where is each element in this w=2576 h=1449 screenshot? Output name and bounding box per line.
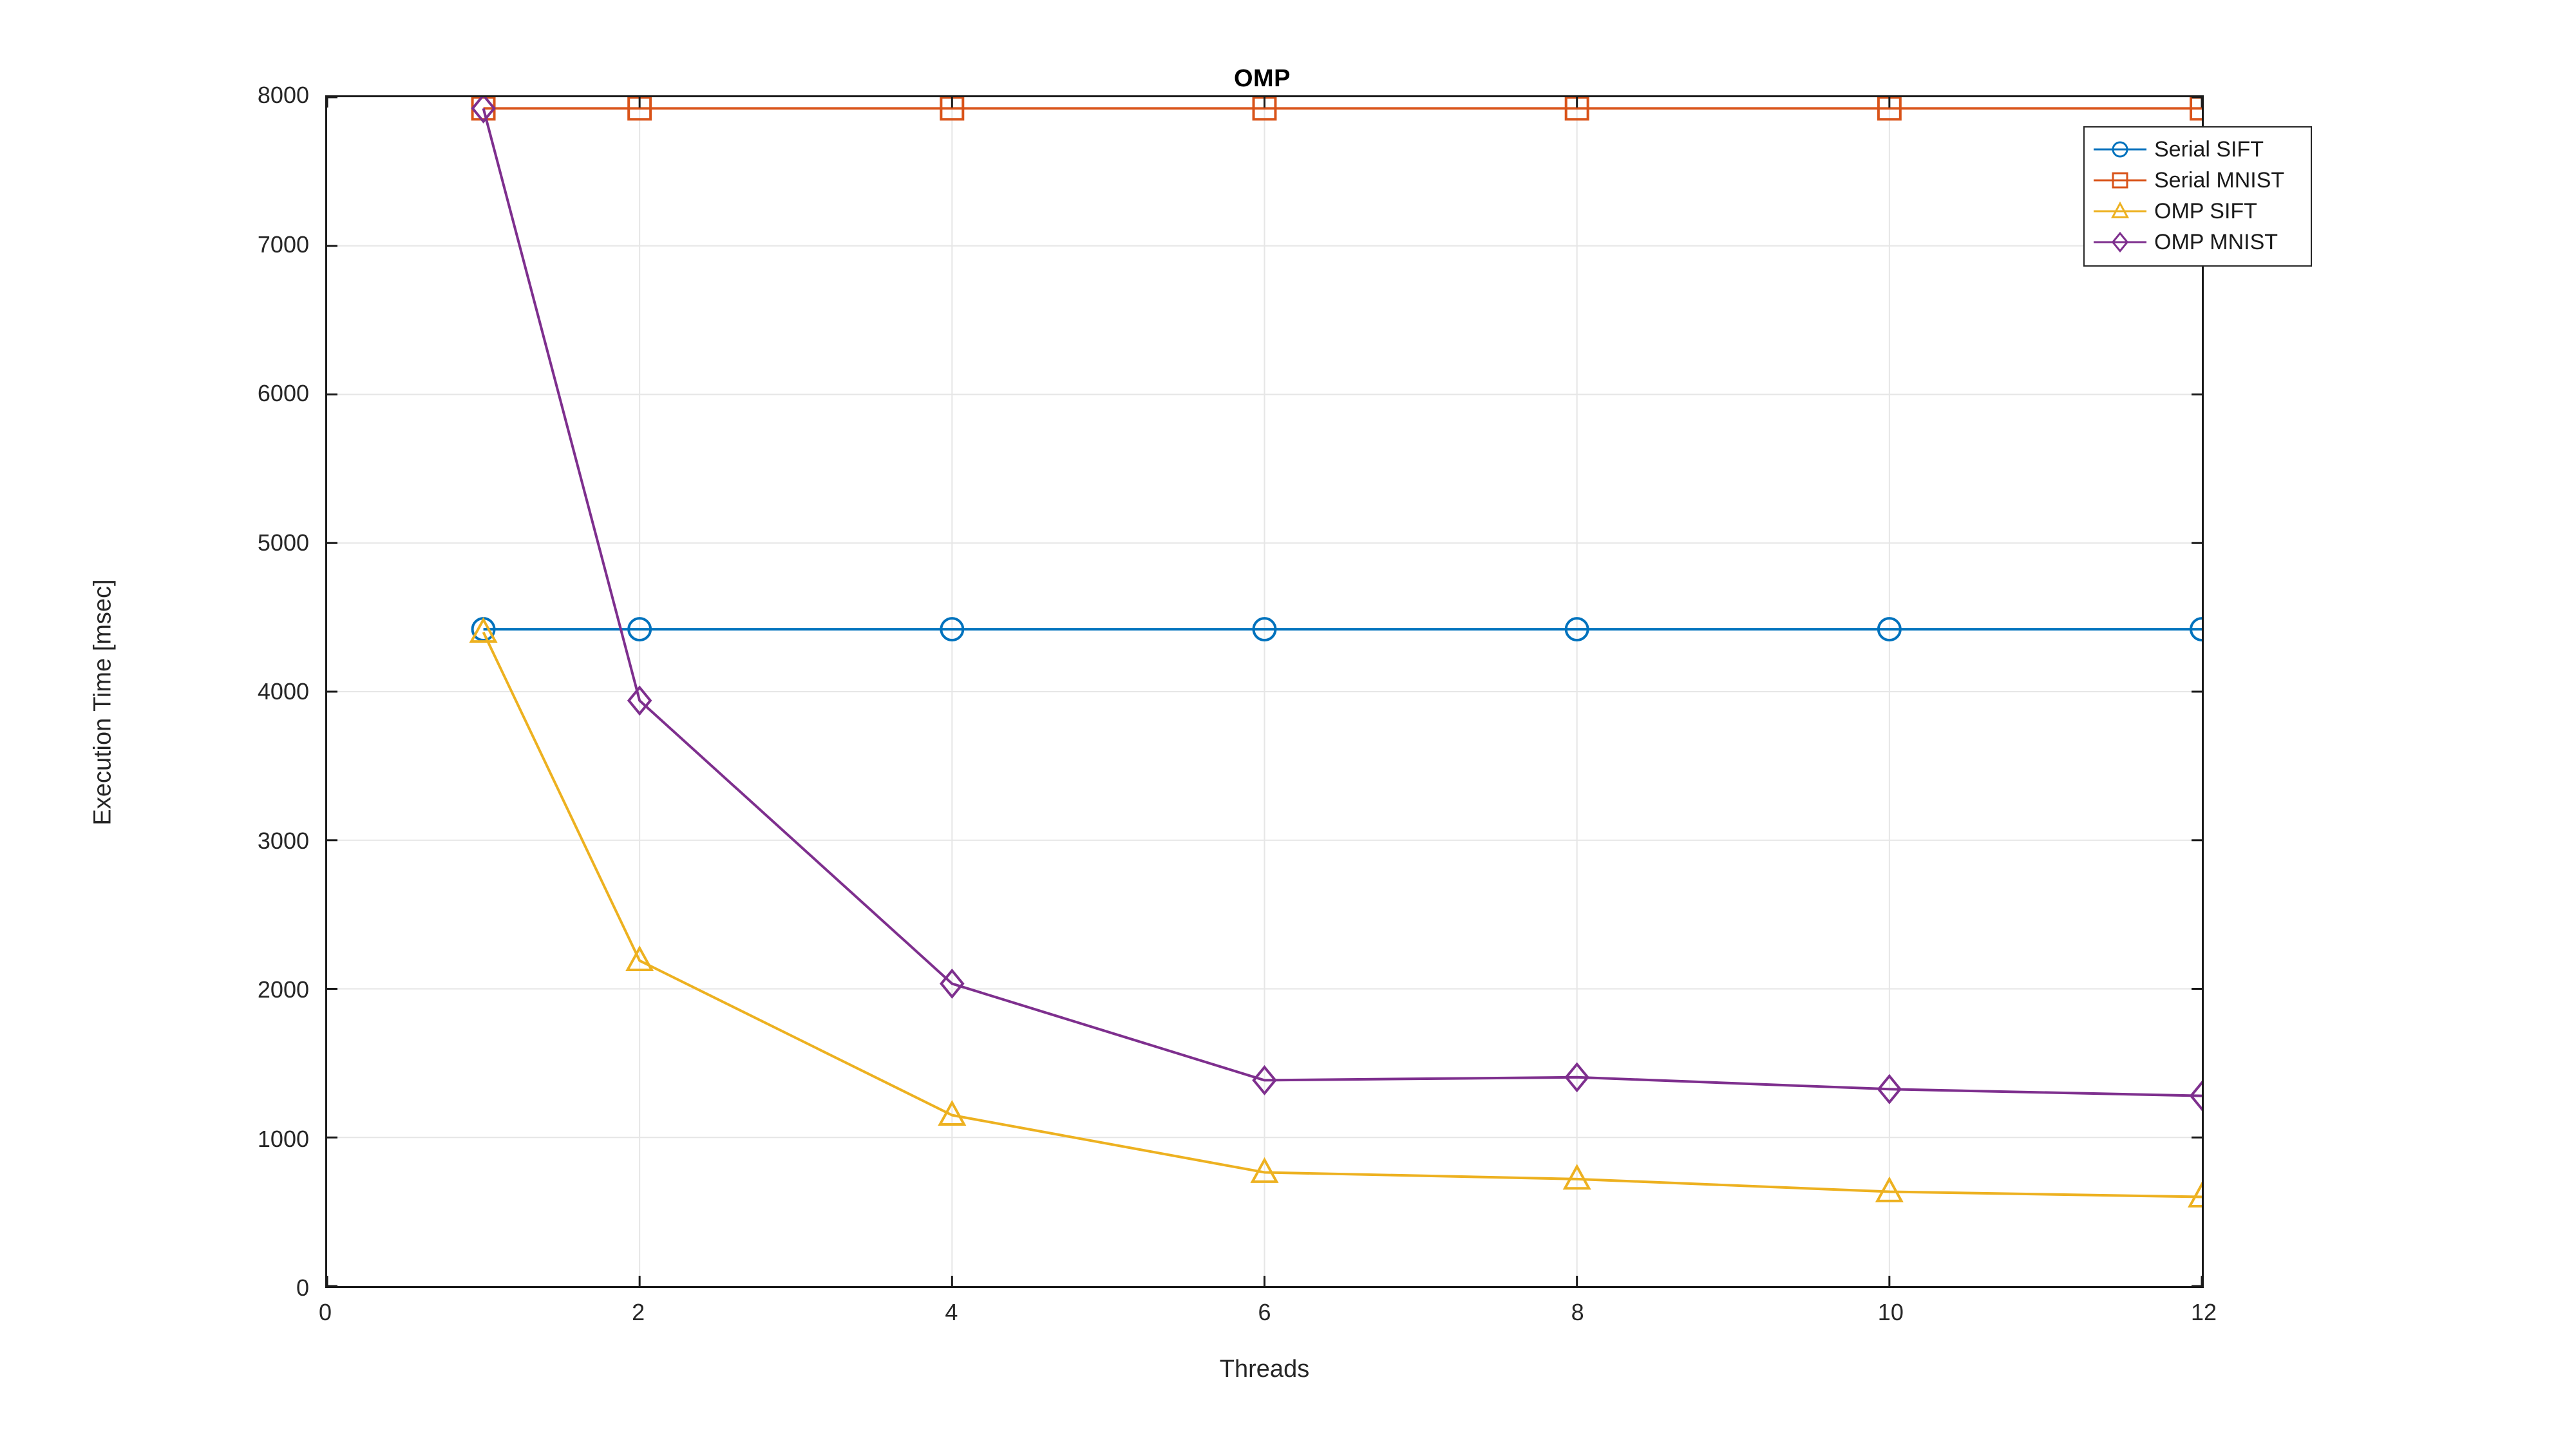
marker-diamond [471,97,496,124]
marker-square [2112,172,2128,189]
plot-area [325,95,2204,1288]
marker-diamond [1564,1062,1589,1093]
marker-circle [1564,617,1589,642]
legend-entry[interactable]: Serial MNIST [2085,165,2311,196]
legend-label: Serial SIFT [2154,137,2264,162]
legend-label: OMP MNIST [2154,230,2278,254]
marker-triangle [2187,1181,2202,1208]
marker-circle [2112,141,2128,158]
marker-diamond [2189,1081,2202,1112]
marker-diamond [1252,1065,1277,1095]
marker-triangle [1250,1157,1279,1183]
y-tick-label: 5000 [257,529,309,556]
y-tick-label: 6000 [257,380,309,406]
x-tick-label: 4 [945,1299,958,1325]
marker-circle [940,617,965,642]
chart-title: OMP [1233,65,1291,92]
marker-circle [627,617,652,642]
legend-label: Serial MNIST [2154,168,2285,193]
marker-square [2190,97,2202,121]
series-line [482,631,2202,1198]
legend: Serial SIFT Serial MNIST OMP SIFT OMP MNIST [2083,126,2312,267]
x-tick-label: 2 [632,1299,645,1325]
x-axis-tick-labels: 0 2 4 6 8 10 12 [0,1301,2576,1340]
marker-diamond [1877,1074,1902,1104]
y-tick-label: 7000 [257,231,309,258]
x-axis-label: Threads [1219,1356,1310,1383]
y-tick-label: 3000 [257,827,309,854]
marker-circle [2190,617,2202,642]
marker-diamond [940,968,965,999]
series-omp-mnist [471,97,2202,1112]
y-tick-label: 2000 [257,976,309,1003]
legend-sample-square-icon [2094,172,2146,189]
marker-triangle [625,945,654,972]
series-serial-sift [471,617,2202,642]
marker-triangle [1875,1176,1904,1202]
y-axis-tick-labels: 0 1000 2000 3000 4000 5000 6000 7000 8000 [171,0,309,1449]
legend-sample-diamond-icon [2094,231,2146,253]
y-tick-label: 0 [296,1274,309,1301]
x-tick-label: 8 [1571,1299,1584,1325]
x-tick-label: 0 [318,1299,332,1325]
marker-triangle [469,617,498,643]
x-tick-label: 10 [1877,1299,1904,1325]
plot-svg [327,97,2202,1286]
marker-diamond [2111,231,2129,253]
series-omp-sift [469,617,2202,1208]
legend-entry[interactable]: OMP SIFT [2085,196,2311,227]
gridlines [327,97,2202,1286]
marker-diamond [627,685,652,716]
legend-sample-triangle-icon [2094,201,2146,218]
marker-triangle [2110,201,2130,218]
legend-label: OMP SIFT [2154,199,2257,223]
x-tick-label: 6 [1258,1299,1271,1325]
x-tick-label: 12 [2190,1299,2217,1325]
marker-circle [1877,617,1902,642]
legend-entry[interactable]: Serial SIFT [2085,134,2311,165]
y-tick-label: 8000 [257,82,309,108]
y-tick-label: 1000 [257,1125,309,1152]
series-line [482,108,2202,1097]
y-axis-label: Execution Time [msec] [89,579,117,826]
marker-triangle [938,1100,967,1126]
series-serial-mnist [471,97,2202,121]
marker-triangle [1562,1164,1591,1190]
legend-entry[interactable]: OMP MNIST [2085,227,2311,258]
legend-sample-circle-icon [2094,141,2146,158]
marker-circle [1252,617,1277,642]
y-tick-label: 4000 [257,678,309,705]
